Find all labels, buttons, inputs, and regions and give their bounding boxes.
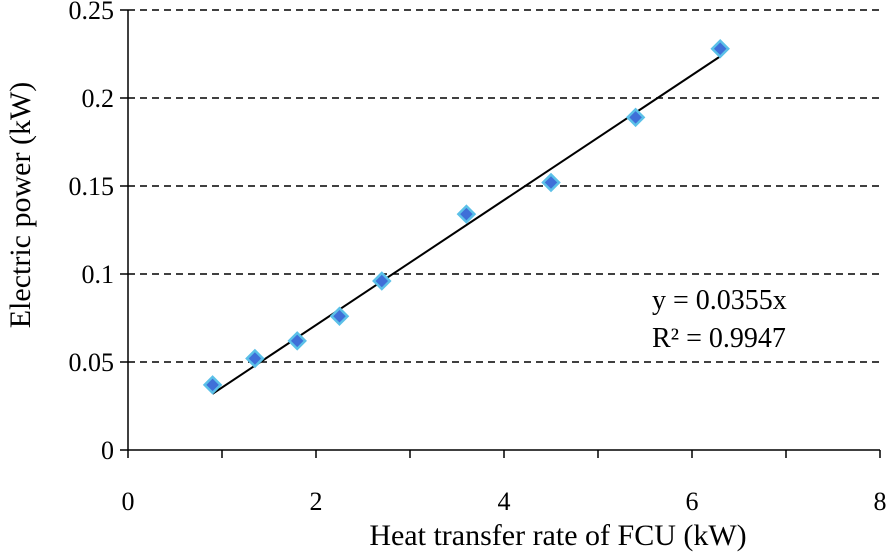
y-axis-label: Electric power (kW): [4, 82, 37, 329]
y-tick-label-4: 0.2: [82, 84, 115, 113]
data-point-1: [245, 348, 265, 369]
data-point-7: [625, 107, 646, 128]
data-point-0: [202, 375, 223, 395]
data-point-6: [541, 172, 561, 193]
data-point-8: [710, 38, 730, 59]
x-tick-label-0: 0: [122, 487, 135, 516]
data-point-5: [456, 204, 477, 224]
x-tick-label-4: 8: [874, 487, 887, 516]
data-point-3: [329, 306, 350, 327]
r-squared-annotation: R² = 0.9947: [652, 323, 786, 354]
tick-marks: [120, 9, 881, 458]
tick-labels: 0 0.05 0.1 0.15 0.2 0.25 0 2 4 6 8: [69, 0, 887, 516]
data-point-2: [287, 331, 307, 351]
trendline-group: [212, 55, 721, 395]
x-tick-label-2: 4: [498, 487, 511, 516]
x-tick-label-1: 2: [310, 487, 323, 516]
x-axis-label: Heat transfer rate of FCU (kW): [369, 519, 746, 552]
y-tick-label-1: 0.05: [69, 348, 115, 377]
y-tick-label-0: 0: [101, 436, 114, 465]
equation-annotation: y = 0.0355x: [652, 285, 787, 316]
y-tick-label-2: 0.1: [82, 260, 115, 289]
data-point-4: [372, 271, 392, 291]
trendline: [212, 55, 721, 395]
data-points: [202, 38, 730, 395]
y-tick-label-3: 0.15: [69, 172, 115, 201]
axes: [127, 10, 880, 451]
y-tick-label-5: 0.25: [69, 0, 115, 25]
grid-lines: [128, 9, 880, 363]
x-tick-label-3: 6: [686, 487, 699, 516]
